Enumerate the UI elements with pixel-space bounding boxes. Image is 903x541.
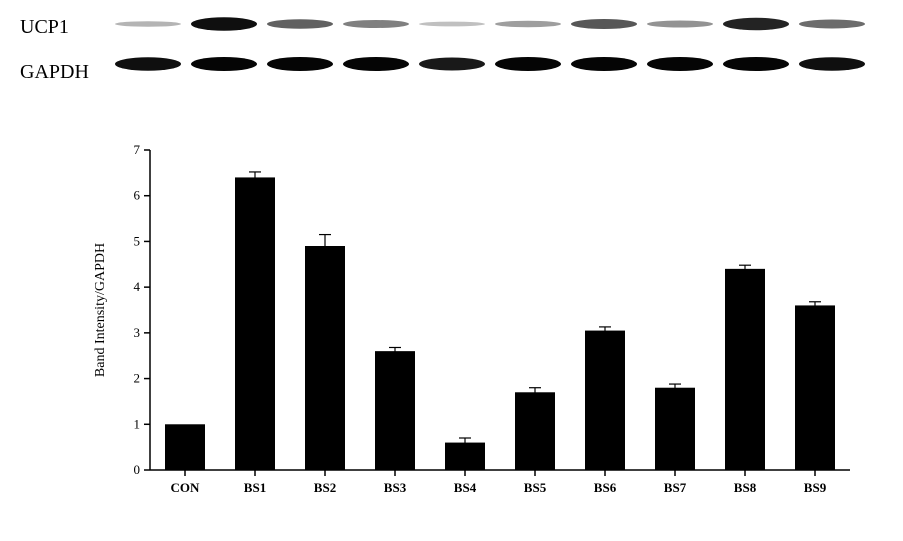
ucp1-band [799, 20, 865, 29]
y-tick-label: 7 [134, 142, 141, 157]
y-tick-label: 2 [134, 371, 141, 386]
gapdh-band [343, 57, 409, 71]
x-tick-label: BS2 [314, 480, 336, 495]
y-tick-label: 3 [134, 325, 141, 340]
ucp1-band [647, 21, 713, 28]
bar [515, 392, 555, 470]
y-tick-label: 0 [134, 462, 141, 477]
x-tick-label: BS4 [454, 480, 477, 495]
x-tick-label: CON [171, 480, 201, 495]
y-axis-label: Band Intensity/GAPDH [93, 243, 108, 377]
western-blot [110, 10, 903, 100]
gapdh-band [799, 57, 865, 71]
ucp1-band [267, 19, 333, 29]
gapdh-band [191, 57, 257, 71]
bar [165, 424, 205, 470]
ucp1-band [723, 18, 789, 31]
gapdh-band [419, 58, 485, 71]
gapdh-band [267, 57, 333, 71]
ucp1-band [343, 20, 409, 28]
x-tick-label: BS6 [594, 480, 617, 495]
ucp1-band [571, 19, 637, 29]
gapdh-band [495, 57, 561, 71]
ucp1-band [419, 22, 485, 27]
blot-row-label-ucp1: UCP1 [20, 16, 89, 39]
gapdh-band [723, 57, 789, 71]
x-tick-label: BS8 [734, 480, 757, 495]
x-tick-label: BS9 [804, 480, 827, 495]
x-tick-label: BS3 [384, 480, 407, 495]
bar [375, 351, 415, 470]
gapdh-band [647, 57, 713, 71]
bar [305, 246, 345, 470]
x-tick-label: BS5 [524, 480, 547, 495]
bar-chart: 0 1 2 3 4 5 6 7 Band Intensity/GAPDH CON BS1 BS2 BS3… [80, 140, 860, 520]
blot-row-label-gapdh: GAPDH [20, 61, 89, 84]
x-tick-label: BS1 [244, 480, 266, 495]
gapdh-band [115, 57, 181, 71]
ucp1-band [115, 21, 181, 27]
ucp1-band [191, 17, 257, 31]
ucp1-band [495, 21, 561, 28]
bar [585, 331, 625, 470]
y-tick-label: 5 [134, 233, 141, 248]
gapdh-band [571, 57, 637, 71]
y-tick-label: 1 [134, 416, 141, 431]
y-tick-label: 6 [134, 188, 141, 203]
bar [235, 177, 275, 470]
y-tick-label: 4 [134, 279, 141, 294]
bar [795, 305, 835, 470]
bar [725, 269, 765, 470]
x-tick-label: BS7 [664, 480, 687, 495]
bar [655, 388, 695, 470]
